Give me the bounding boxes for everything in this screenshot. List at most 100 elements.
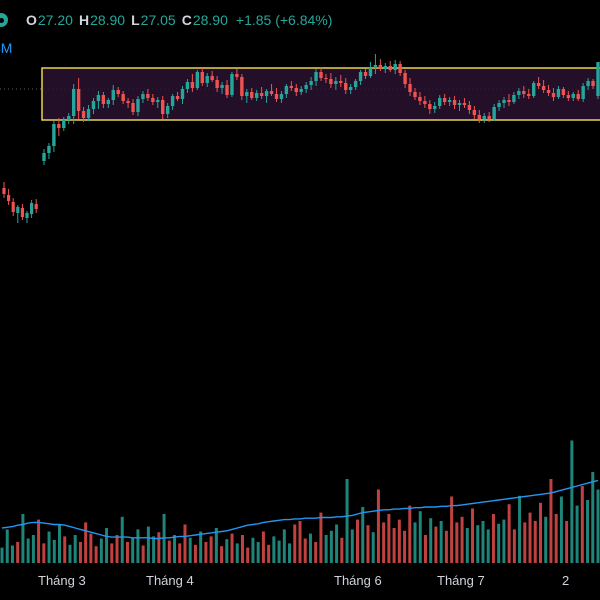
- volume-bar: [220, 546, 224, 563]
- volume-bar: [146, 526, 150, 563]
- candle: [225, 80, 229, 98]
- early-candle: [7, 189, 11, 205]
- candle: [81, 107, 86, 122]
- low-label: L: [131, 12, 140, 28]
- volume-bar: [26, 538, 30, 563]
- volume-bar: [110, 543, 114, 563]
- volume-bar: [319, 512, 323, 563]
- ohlc-legend: O 27.20 H 28.90 L 27.05 C 28.90 +1.85 (+6.84…: [0, 9, 332, 31]
- candle: [106, 98, 111, 108]
- volume-bar: [423, 535, 427, 563]
- candle: [502, 97, 506, 108]
- candle: [378, 59, 383, 71]
- volume-bar: [596, 489, 600, 563]
- candle: [131, 99, 135, 115]
- early-candles-group: [2, 182, 38, 223]
- candle: [512, 92, 516, 104]
- candle: [161, 96, 165, 119]
- candle: [279, 91, 284, 103]
- volume-bar: [507, 504, 511, 563]
- volume-bar: [246, 547, 250, 563]
- volume-bar: [356, 519, 360, 563]
- volume-bar: [575, 505, 579, 563]
- candle: [541, 80, 546, 93]
- candle: [373, 54, 378, 74]
- candle: [141, 91, 145, 103]
- early-candle: [34, 199, 38, 213]
- candle: [531, 81, 536, 98]
- candle: [180, 86, 185, 104]
- candle: [517, 88, 521, 99]
- candle: [462, 98, 467, 108]
- candle: [111, 85, 115, 105]
- volume-bar: [528, 512, 532, 563]
- volume-bar: [141, 545, 145, 563]
- volume-bar: [350, 529, 354, 563]
- volume-bar: [0, 547, 4, 563]
- candle: [230, 72, 234, 97]
- candle: [200, 68, 204, 86]
- open-value: 27.20: [37, 12, 73, 28]
- candle: [91, 98, 96, 114]
- volume-bar: [298, 521, 302, 563]
- volume-bar: [392, 528, 396, 563]
- volume-bar: [267, 544, 271, 563]
- volume-bar: [272, 536, 276, 563]
- candle: [269, 84, 274, 96]
- candle: [344, 78, 348, 94]
- candle: [220, 82, 224, 94]
- candle: [452, 96, 457, 109]
- candle: [487, 112, 491, 122]
- candle: [235, 69, 239, 80]
- candle: [289, 81, 294, 91]
- candle: [398, 61, 402, 76]
- volume-bar: [131, 537, 135, 563]
- volume-bar: [444, 530, 448, 563]
- volume-bar: [178, 543, 182, 563]
- volume-bar: [403, 530, 407, 563]
- volume-bar: [591, 472, 595, 563]
- candle: [447, 97, 452, 106]
- candle: [536, 77, 541, 89]
- volume-bar: [523, 522, 527, 563]
- volume-bar: [450, 496, 454, 563]
- candles-group: [42, 54, 600, 165]
- volume-bar: [465, 528, 469, 563]
- volume-bar: [235, 543, 239, 563]
- candle: [156, 97, 160, 108]
- high-label: H: [78, 12, 90, 28]
- open-label: O: [26, 12, 37, 28]
- candle: [146, 89, 150, 101]
- symbol-status-icon[interactable]: [0, 13, 8, 27]
- candle: [190, 74, 195, 92]
- volume-bar: [329, 530, 333, 563]
- candle: [566, 91, 571, 101]
- volume-bar: [47, 531, 51, 563]
- candle: [185, 79, 190, 93]
- volume-bar: [225, 539, 229, 563]
- volume-bar: [230, 533, 234, 563]
- change-value: +1.85 (+6.84%): [235, 12, 333, 28]
- candle: [591, 79, 595, 89]
- volume-indicator-value[interactable]: 4M: [0, 40, 13, 56]
- candle: [116, 87, 120, 97]
- candle: [294, 84, 298, 96]
- candle: [67, 113, 71, 124]
- candle: [507, 94, 511, 106]
- volume-bar: [52, 539, 56, 563]
- volume-bar: [188, 537, 192, 563]
- volume-bar: [418, 511, 422, 563]
- candle: [126, 98, 130, 108]
- candle: [433, 102, 437, 113]
- candle: [408, 78, 412, 96]
- volume-bar: [314, 542, 318, 563]
- candle: [522, 86, 526, 98]
- volume-bar: [491, 514, 495, 563]
- candle: [62, 117, 66, 131]
- candle: [477, 110, 481, 123]
- low-value: 27.05: [140, 12, 176, 28]
- candle: [250, 88, 254, 100]
- volume-bar: [21, 514, 25, 563]
- volume-bar: [214, 528, 218, 563]
